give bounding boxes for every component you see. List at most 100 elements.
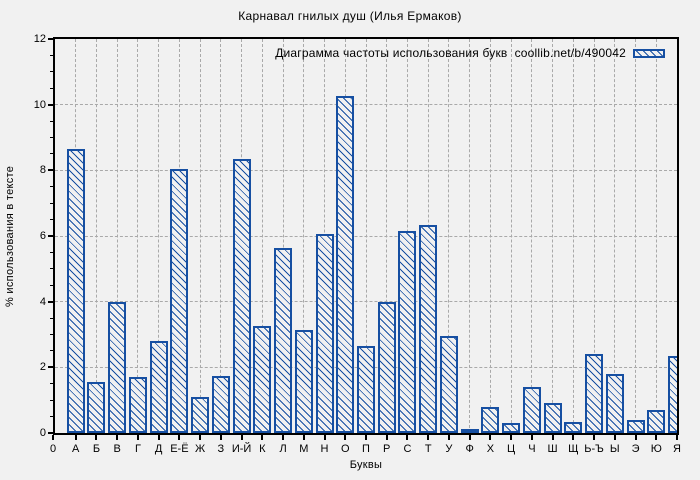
bar-Ц <box>502 423 521 433</box>
bar-Я <box>668 355 677 433</box>
x-tick-label-Р: Р <box>383 443 391 455</box>
bar-Р <box>377 301 396 433</box>
y-axis-minor-tick <box>50 137 53 138</box>
bar-Ф <box>460 429 479 433</box>
y-axis-minor-tick <box>50 219 53 221</box>
y-tick-label-0: 0 <box>39 427 46 439</box>
x-axis-major-tick <box>261 435 264 440</box>
chart-title: Карнавал гнилых душ (Илья Ермаков) <box>238 9 462 23</box>
y-axis-minor-tick <box>50 71 53 73</box>
x-axis-major-tick <box>95 435 98 440</box>
x-axis-major-tick <box>427 435 430 440</box>
bar-Б <box>87 382 106 433</box>
y-tick-label-6: 6 <box>39 230 46 242</box>
gridline-horizontal <box>55 235 677 237</box>
y-tick-label-8: 8 <box>39 164 46 177</box>
bar-Ш <box>543 403 562 433</box>
x-tick-label-Щ: Щ <box>568 443 579 455</box>
x-axis-major-tick <box>282 435 285 440</box>
y-axis-minor-tick <box>50 268 53 270</box>
x-axis-major-tick <box>551 435 554 440</box>
y-tick-label-2: 2 <box>39 361 46 374</box>
gridline-horizontal <box>55 301 677 303</box>
y-axis-minor-tick <box>50 87 53 89</box>
legend: Диаграмма частоты использования букв coo… <box>275 46 665 60</box>
bar-Х <box>481 406 500 433</box>
y-axis-minor-tick <box>50 153 53 155</box>
x-axis-major-tick <box>240 435 243 440</box>
x-tick-label-Б: Б <box>92 443 101 455</box>
bar-Е-Ё <box>170 168 189 433</box>
x-tick-label-У: У <box>445 443 453 455</box>
x-tick-label-Ч: Ч <box>528 443 536 455</box>
plot-inner <box>55 39 677 433</box>
gridline-horizontal <box>55 169 677 171</box>
bar-Л <box>274 247 293 433</box>
bar-Ж <box>191 396 210 433</box>
y-axis-minor-tick <box>50 202 53 204</box>
bar-С <box>398 231 417 433</box>
plot-area: Диаграмма частоты использования букв coo… <box>53 37 679 435</box>
x-tick-label-Ь-Ъ: Ь-Ъ <box>584 443 604 455</box>
y-axis-minor-tick <box>50 399 53 401</box>
x-tick-label-И-Й: И-Й <box>231 443 252 455</box>
x-axis-major-tick <box>447 435 450 440</box>
bar-М <box>294 329 313 433</box>
bar-П <box>357 346 375 433</box>
x-tick-label-Ф: Ф <box>465 443 474 455</box>
x-axis-major-tick <box>468 435 471 440</box>
bar-У <box>439 336 458 433</box>
x-axis-major-tick <box>676 435 678 440</box>
x-tick-label-Д: Д <box>154 443 163 455</box>
x-tick-label-Я: Я <box>673 443 681 455</box>
bar-Ы <box>605 373 624 433</box>
x-tick-label-Т: Т <box>424 443 432 455</box>
y-axis-major-tick <box>48 235 53 237</box>
bar-З <box>211 375 230 433</box>
x-tick-label-Х: Х <box>486 443 495 455</box>
x-axis-major-tick <box>613 435 616 440</box>
y-axis-minor-tick <box>50 284 53 286</box>
x-axis-major-tick <box>385 435 388 440</box>
x-tick-label-0: 0 <box>49 443 57 455</box>
x-axis-title: Буквы <box>349 459 383 471</box>
bar-Ь-Ъ <box>585 354 604 433</box>
x-axis-major-tick <box>323 435 326 440</box>
x-tick-label-В: В <box>113 443 121 455</box>
bar-Н <box>315 234 334 433</box>
x-tick-label-П: П <box>362 443 370 455</box>
x-tick-label-Ш: Ш <box>547 443 558 455</box>
y-axis-major-tick <box>48 103 53 106</box>
y-axis-major-tick <box>48 169 53 172</box>
bar-О <box>336 96 355 433</box>
y-tick-label-12: 12 <box>33 33 46 45</box>
y-axis-minor-tick <box>50 416 53 418</box>
y-tick-label-4: 4 <box>39 295 46 308</box>
x-tick-label-Ц: Ц <box>507 443 516 455</box>
bar-К <box>253 326 272 433</box>
x-axis-major-tick <box>489 435 492 440</box>
y-axis-major-tick <box>48 300 53 303</box>
bar-А <box>66 149 85 433</box>
x-axis-major-tick <box>199 435 202 440</box>
bar-Г <box>128 377 147 433</box>
y-axis-major-tick <box>48 38 53 40</box>
y-axis-minor-tick <box>50 120 53 122</box>
x-tick-label-А: А <box>72 443 80 455</box>
y-axis-minor-tick <box>50 334 53 335</box>
bar-Ч <box>522 387 541 433</box>
legend-label: Диаграмма частоты использования букв coo… <box>275 46 626 60</box>
x-tick-label-Н: Н <box>320 443 329 455</box>
bar-Д <box>149 341 168 433</box>
x-tick-label-М: М <box>299 443 309 455</box>
bar-Э <box>626 419 645 433</box>
x-axis-major-tick <box>572 435 575 440</box>
x-tick-label-Г: Г <box>134 443 141 455</box>
x-tick-label-С: С <box>403 443 412 455</box>
x-axis-major-tick <box>365 435 367 440</box>
bar-И-Й <box>232 158 251 433</box>
y-axis-minor-tick <box>50 54 53 56</box>
x-tick-label-Е-Ё: Е-Ё <box>170 443 189 455</box>
x-axis-major-tick <box>116 435 119 440</box>
